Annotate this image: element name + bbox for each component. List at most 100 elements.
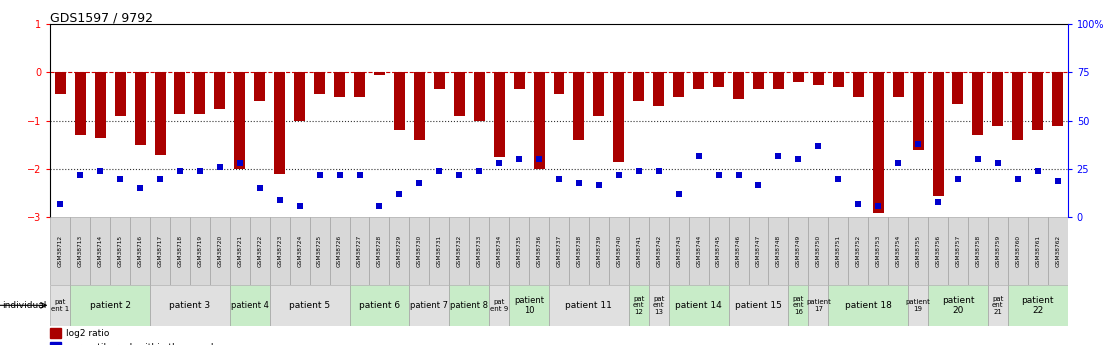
Text: pat
ent
13: pat ent 13 <box>653 296 664 315</box>
Text: GDS1597 / 9792: GDS1597 / 9792 <box>50 11 153 24</box>
Point <box>710 172 728 178</box>
Bar <box>569 217 589 285</box>
Text: GSM38762: GSM38762 <box>1055 235 1060 267</box>
Bar <box>235 72 245 169</box>
Bar <box>1052 72 1063 126</box>
Bar <box>908 217 928 285</box>
Point <box>670 191 688 197</box>
Text: GSM38723: GSM38723 <box>277 235 282 267</box>
Text: GSM38742: GSM38742 <box>656 235 661 267</box>
Bar <box>749 217 768 285</box>
Point <box>629 168 647 174</box>
Point <box>490 160 508 166</box>
Bar <box>574 72 585 140</box>
Bar <box>529 217 549 285</box>
Bar <box>912 72 923 150</box>
Text: GSM38732: GSM38732 <box>457 235 462 267</box>
Bar <box>1012 72 1023 140</box>
Text: patient
10: patient 10 <box>514 296 544 315</box>
Text: GSM38752: GSM38752 <box>855 235 861 267</box>
Point <box>949 176 967 181</box>
Text: GSM38715: GSM38715 <box>117 235 123 267</box>
Bar <box>768 217 788 285</box>
Bar <box>669 217 689 285</box>
Bar <box>869 217 888 285</box>
Text: patient
22: patient 22 <box>1022 296 1054 315</box>
Text: GSM38730: GSM38730 <box>417 235 421 267</box>
Text: GSM38740: GSM38740 <box>616 235 622 267</box>
Bar <box>115 72 125 116</box>
Bar <box>513 72 524 89</box>
Text: GSM38735: GSM38735 <box>517 235 522 267</box>
Bar <box>154 72 165 155</box>
Point <box>969 157 987 162</box>
Bar <box>754 72 764 89</box>
Bar <box>254 72 265 101</box>
Bar <box>828 217 849 285</box>
Text: GSM38720: GSM38720 <box>217 235 222 267</box>
Text: GSM38760: GSM38760 <box>1015 235 1021 267</box>
Bar <box>470 217 490 285</box>
Bar <box>908 285 928 326</box>
Text: patient 11: patient 11 <box>566 301 613 310</box>
Bar <box>150 217 170 285</box>
Bar <box>733 72 743 99</box>
Bar <box>648 217 669 285</box>
Point <box>291 203 309 208</box>
Bar <box>50 342 61 345</box>
Text: GSM38731: GSM38731 <box>437 235 442 267</box>
Bar <box>828 285 908 326</box>
Bar <box>130 217 150 285</box>
Text: GSM38757: GSM38757 <box>956 235 960 267</box>
Point <box>351 172 369 178</box>
Bar <box>111 217 130 285</box>
Bar <box>988 285 1007 326</box>
Text: GSM38721: GSM38721 <box>237 235 243 267</box>
Bar <box>928 285 988 326</box>
Text: GSM38713: GSM38713 <box>78 235 83 267</box>
Point <box>830 176 847 181</box>
Point <box>211 164 229 170</box>
Bar <box>553 72 565 94</box>
Bar <box>892 72 903 97</box>
Bar <box>1027 217 1048 285</box>
Text: GSM38753: GSM38753 <box>875 235 881 267</box>
Bar <box>953 72 964 104</box>
Bar <box>509 217 529 285</box>
Text: pat
ent
12: pat ent 12 <box>633 296 645 315</box>
Bar <box>709 217 729 285</box>
Point <box>769 153 787 158</box>
Text: individual: individual <box>2 301 47 310</box>
Bar <box>190 217 210 285</box>
Text: GSM38718: GSM38718 <box>178 235 182 267</box>
Bar <box>350 217 369 285</box>
Bar <box>808 285 828 326</box>
Bar <box>873 72 883 213</box>
Bar <box>414 72 425 140</box>
Bar <box>633 72 644 101</box>
Bar <box>793 72 804 82</box>
Bar <box>648 285 669 326</box>
Bar <box>330 217 350 285</box>
Point <box>1029 168 1046 174</box>
Point <box>231 160 249 166</box>
Point <box>730 172 748 178</box>
Point <box>250 186 268 191</box>
Bar <box>1048 217 1068 285</box>
Text: GSM38756: GSM38756 <box>936 235 940 267</box>
Text: GSM38716: GSM38716 <box>138 235 143 267</box>
Bar <box>808 217 828 285</box>
Text: GSM38717: GSM38717 <box>158 235 162 267</box>
Bar <box>394 72 405 130</box>
Point <box>131 186 149 191</box>
Point <box>570 180 588 185</box>
Text: GSM38737: GSM38737 <box>557 235 561 267</box>
Bar <box>673 72 684 97</box>
Bar <box>494 72 504 157</box>
Bar <box>490 217 509 285</box>
Text: patient 18: patient 18 <box>845 301 892 310</box>
Point <box>550 176 568 181</box>
Bar <box>454 72 465 116</box>
Bar <box>888 217 908 285</box>
Bar <box>95 72 106 138</box>
